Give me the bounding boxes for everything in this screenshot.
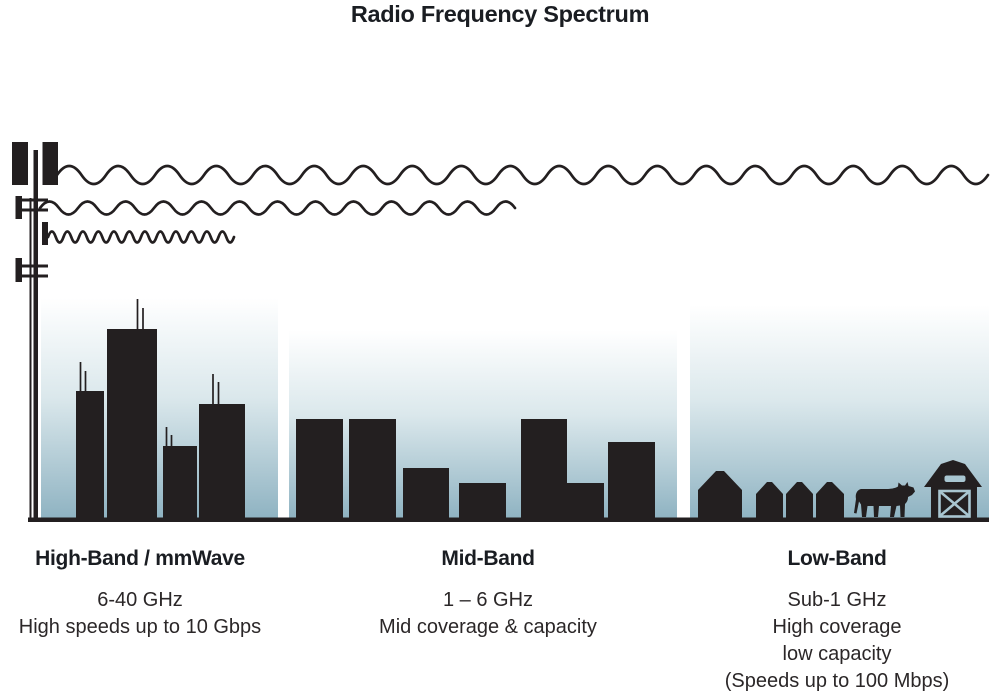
low-band-label-group: Low-Band Sub-1 GHz High coverage low cap… [687, 547, 987, 695]
mid-band-wave [38, 200, 517, 216]
building [459, 483, 506, 518]
spectrum-illustration [12, 142, 990, 522]
high-band-heading: High-Band / mmWave [35, 547, 245, 570]
skyscraper [76, 391, 104, 518]
high-band-wave [46, 230, 236, 244]
house-icon [756, 482, 783, 518]
skyscraper [107, 329, 157, 518]
skyscraper [163, 446, 197, 518]
rooftop-antennas [79, 299, 220, 446]
barn-icon [924, 460, 982, 518]
building [521, 419, 567, 518]
high-band-label-group: High-Band / mmWave 6-40 GHz High speeds … [0, 547, 280, 641]
house-icon [698, 471, 742, 518]
building [349, 419, 396, 518]
building [608, 442, 655, 518]
barn-door [938, 489, 971, 518]
mid-band-heading: Mid-Band [441, 547, 535, 570]
low-band-wave [55, 164, 990, 186]
city-skyline-icon [76, 299, 245, 518]
cow-icon [854, 482, 915, 517]
mid-band-description: 1 – 6 GHz Mid coverage & capacity [379, 589, 597, 638]
rural-scene-icon [698, 460, 982, 518]
mid-band-label-group: Mid-Band 1 – 6 GHz Mid coverage & capaci… [338, 547, 638, 641]
building [296, 419, 343, 518]
low-band-description: Sub-1 GHz High coverage low capacity (Sp… [724, 589, 950, 692]
low-band-heading: Low-Band [787, 547, 887, 570]
skyscraper [199, 404, 245, 518]
cell-tower-icon [12, 142, 58, 522]
barn-window-slit [944, 475, 966, 482]
ground-line [28, 517, 989, 522]
diagram-title: Radio Frequency Spectrum [350, 1, 650, 27]
high-band-description: 6-40 GHz High speeds up to 10 Gbps [18, 589, 262, 638]
building [567, 483, 604, 518]
house-icon [786, 482, 813, 518]
midrise-buildings-icon [296, 419, 655, 518]
house-icon [816, 482, 844, 518]
building [403, 468, 449, 518]
